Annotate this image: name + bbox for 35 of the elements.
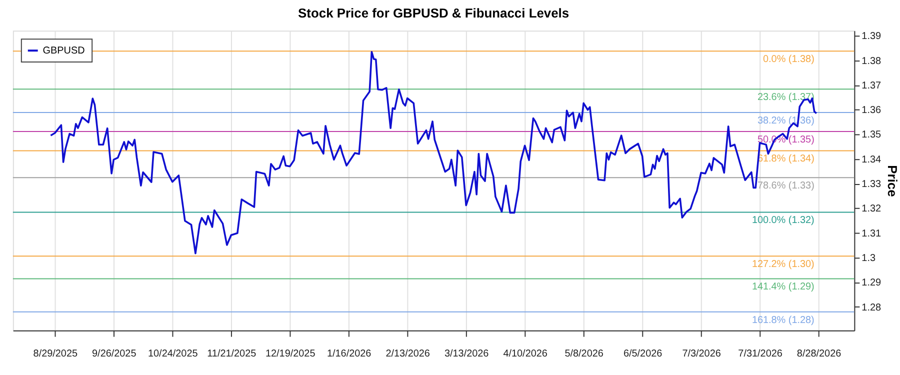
y-tick-label: 1.33 xyxy=(862,179,882,190)
x-tick-label: 8/29/2025 xyxy=(33,348,78,360)
ref-line-label: 141.4% (1.29) xyxy=(752,282,814,293)
x-tick-label: 12/19/2025 xyxy=(265,348,316,360)
x-tick-label: 7/3/2026 xyxy=(682,348,722,360)
x-tick-label: 6/5/2026 xyxy=(623,348,663,360)
y-tick-label: 1.38 xyxy=(862,56,882,67)
y-tick-label: 1.31 xyxy=(862,228,882,240)
x-tick-label: 3/13/2026 xyxy=(444,348,490,360)
y-axis-title: Price xyxy=(885,165,900,197)
y-tick-label: 1.36 xyxy=(862,105,882,116)
ref-line-label: 78.6% (1.33) xyxy=(757,180,814,192)
x-tick-label: 7/31/2026 xyxy=(738,348,783,360)
x-tick-label: 4/10/2026 xyxy=(503,348,548,360)
y-tick-label: 1.35 xyxy=(862,130,882,141)
ref-line-label: 0.0% (1.38) xyxy=(763,54,814,66)
y-tick-label: 1.32 xyxy=(862,204,882,215)
x-tick-label: 5/8/2026 xyxy=(564,348,604,360)
ref-line-label: 161.8% (1.28) xyxy=(752,314,814,326)
x-tick-label: 8/28/2026 xyxy=(796,348,842,360)
x-tick-label: 11/21/2025 xyxy=(207,348,257,360)
y-tick-label: 1.37 xyxy=(862,80,882,92)
x-tick-label: 1/16/2026 xyxy=(326,348,372,360)
legend-label: GBPUSD xyxy=(42,46,85,57)
y-tick-label: 1.29 xyxy=(862,278,882,289)
y-tick-label: 1.3 xyxy=(862,253,876,264)
x-tick-label: 2/13/2026 xyxy=(386,348,430,360)
y-tick-label: 1.28 xyxy=(862,302,882,314)
x-tick-label: 9/26/2025 xyxy=(92,348,137,360)
y-tick-label: 1.34 xyxy=(862,154,882,166)
chart-title: Stock Price for GBPUSD & Fibunacci Levels xyxy=(298,6,570,21)
ref-line-label: 127.2% (1.30) xyxy=(752,259,814,270)
ref-line-label: 100.0% (1.32) xyxy=(752,215,814,226)
x-tick-label: 10/24/2025 xyxy=(148,348,198,360)
y-tick-label: 1.39 xyxy=(862,31,882,42)
